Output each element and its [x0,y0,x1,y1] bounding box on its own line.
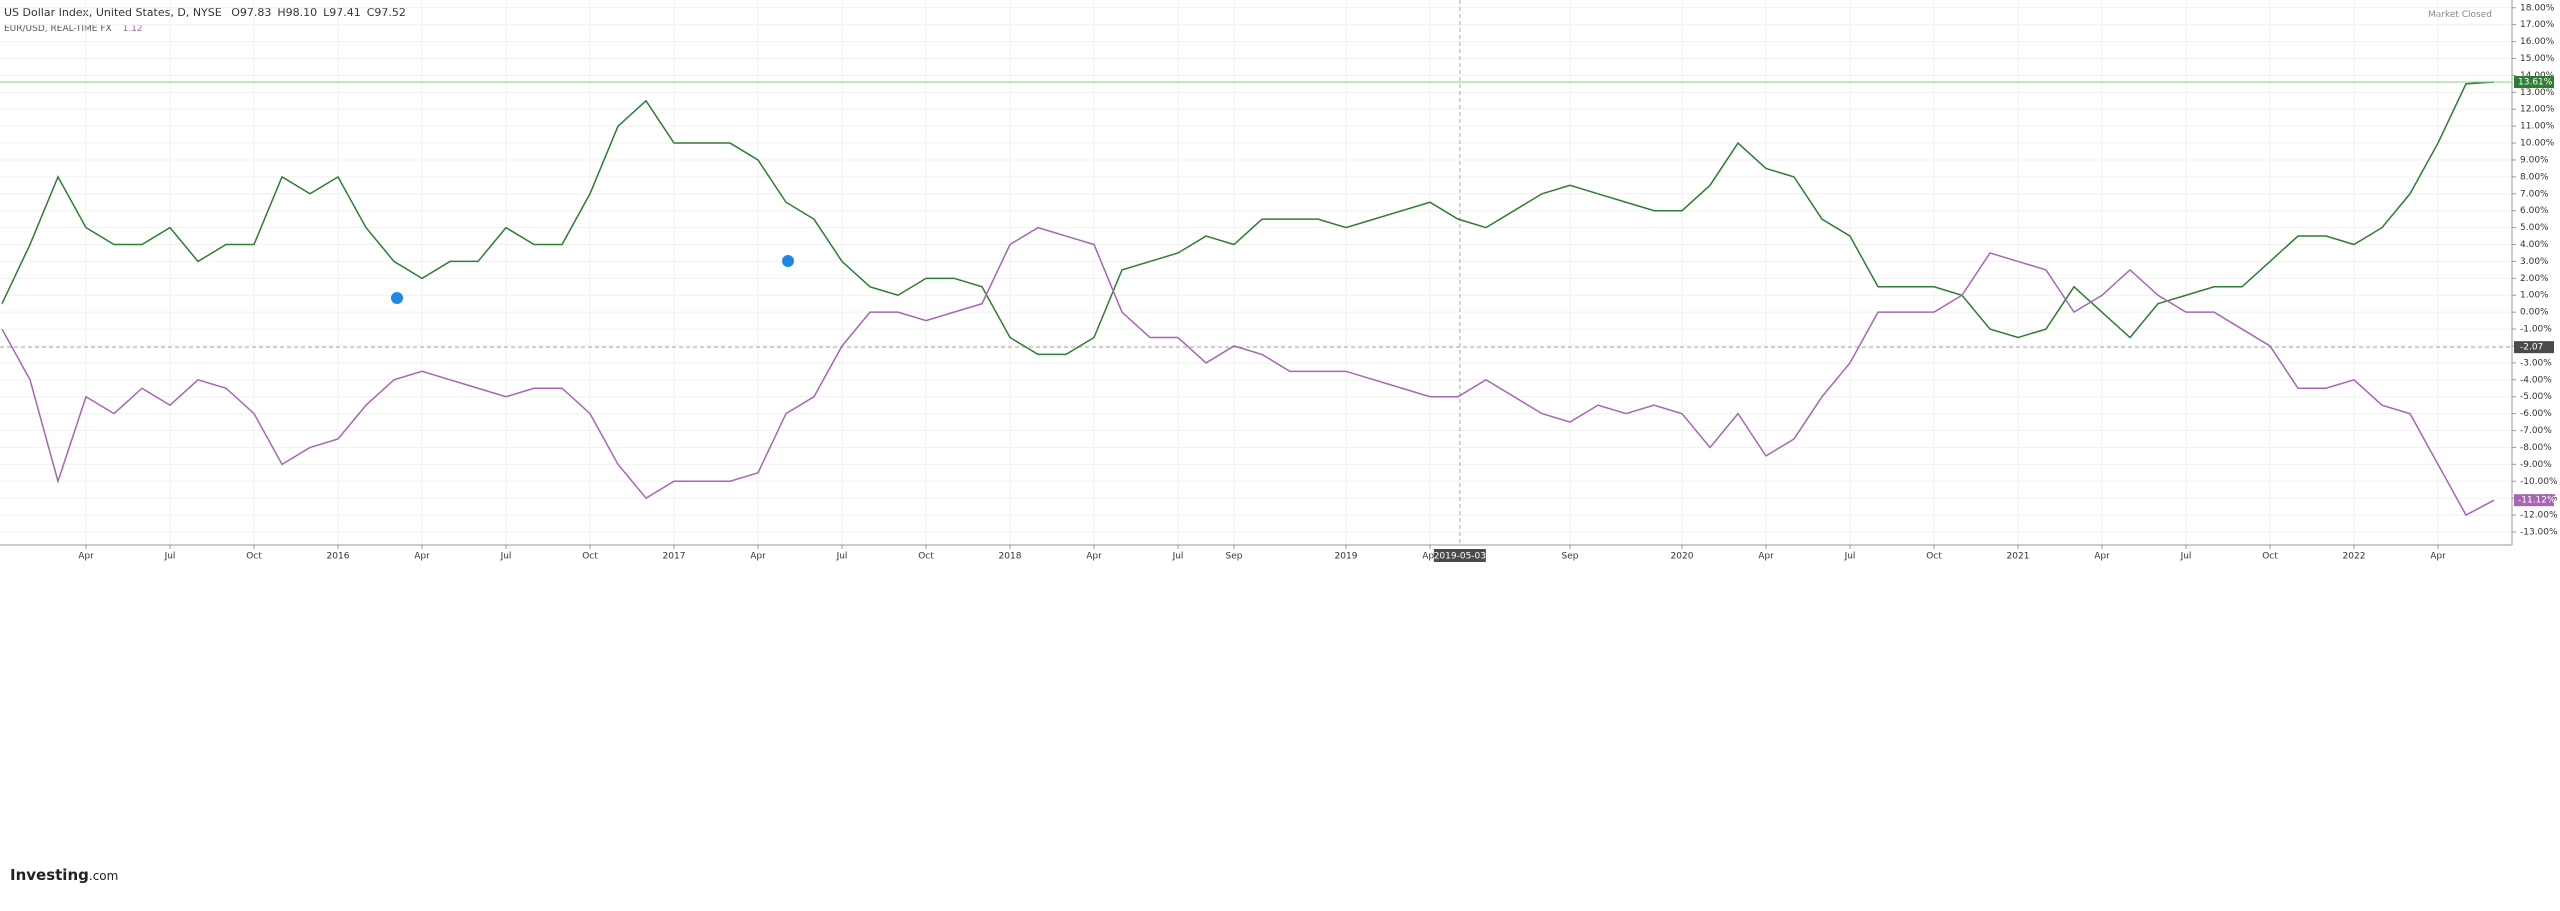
legend-entry: EUR/USD, REAL-TIME FX [4,24,112,34]
y-tick-label: 2.00% [2520,274,2549,284]
y-tick-label: 12.00% [2520,105,2555,115]
y-tick-label: -13.00% [2520,527,2558,537]
x-tick-label: Apr [2430,552,2446,562]
y-tick-label: -8.00% [2520,443,2552,453]
y-tick-label: -6.00% [2520,409,2552,419]
x-tick-label: Jul [1172,552,1184,562]
x-tick-label: Jul [836,552,848,562]
series-line [1,226,2495,517]
x-tick-label: 2020 [1671,552,1694,562]
y-tick-label: 9.00% [2520,155,2549,165]
last-value-label: -11.12% [2518,496,2556,506]
last-value-bg [2514,494,2554,507]
legend: US Dollar Index, United States, D, NYSE … [4,6,412,19]
event-flag[interactable] [782,255,794,267]
x-tick-label: Oct [918,552,934,562]
y-tick-label: 15.00% [2520,54,2555,64]
x-tick-label: 2019 [1335,552,1358,562]
y-tick-label: 16.00% [2520,37,2555,47]
y-tick-label: -10.00% [2520,477,2558,487]
y-tick-label: 10.00% [2520,139,2555,149]
logo-suffix: .com [88,869,119,883]
logo: Investing.com [10,866,118,884]
x-tick-label: 2018 [999,552,1022,562]
y-tick-label: -5.00% [2520,392,2552,402]
x-tick-label: Apr [78,552,94,562]
ohlc: H98.10 [277,6,318,19]
x-tick-label: Oct [582,552,598,562]
x-tick-label: Sep [1562,552,1579,562]
x-tick-label: 2021 [2007,552,2030,562]
compare-value: 1.12 [122,24,143,34]
y-tick-label: 5.00% [2520,223,2549,233]
crosshair-y-label: -2.07 [2520,343,2543,353]
crosshair-x-label: 2019-05-03 [1434,552,1486,562]
ohlc: L97.41 [323,6,361,19]
x-tick-label: Jul [2180,552,2192,562]
x-tick-label: Apr [750,552,766,562]
x-tick-label: Apr [2094,552,2110,562]
crosshair-y-label-bg [2514,341,2554,354]
y-tick-label: -1.00% [2520,325,2552,335]
x-tick-label: Oct [1926,552,1942,562]
x-tick-label: Jul [164,552,176,562]
y-tick-label: 14.00% [2520,71,2555,81]
ohlc: C97.52 [366,6,406,19]
x-tick-label: 2017 [663,552,686,562]
y-tick-label: -3.00% [2520,358,2552,368]
event-flag[interactable] [391,292,403,304]
x-tick-label: 2016 [327,552,350,562]
x-tick-label: Apr [414,552,430,562]
y-tick-label: 3.00% [2520,257,2549,267]
y-tick-label: 1.00% [2520,291,2549,301]
y-tick-label: -7.00% [2520,426,2552,436]
y-tick-label: 0.00% [2520,308,2549,318]
ohlc: O97.83 [231,6,272,19]
legend-entry: US Dollar Index, United States, D, NYSE [4,6,222,19]
y-tick-label: -9.00% [2520,460,2552,470]
series-line [1,81,2495,356]
y-tick-label: 7.00% [2520,189,2549,199]
y-tick-label: 11.00% [2520,122,2555,132]
x-tick-label: Sep [1226,552,1243,562]
market-status: Market Closed [2427,10,2492,20]
y-tick-label: 4.00% [2520,240,2549,250]
x-tick-label: Oct [246,552,262,562]
x-tick-label: Jul [1844,552,1856,562]
grid [0,0,2512,545]
y-tick-label: 17.00% [2520,20,2555,30]
x-tick-label: Apr [1086,552,1102,562]
x-tick-label: 2022 [2343,552,2366,562]
y-tick-label: -4.00% [2520,375,2552,385]
last-value-bg [2514,76,2554,89]
logo-brand: Investing [10,866,89,884]
x-tick-label: Apr [1422,552,1438,562]
y-tick-label: 6.00% [2520,206,2549,216]
legend: EUR/USD, REAL-TIME FX 1.12 [4,24,143,34]
y-tick-label: 13.00% [2520,88,2555,98]
y-tick-label: 8.00% [2520,172,2549,182]
y-tick-label: 18.00% [2520,3,2555,13]
x-tick-label: Oct [2262,552,2278,562]
crosshair-x-label-bg [1433,549,1486,562]
y-tick-label: -12.00% [2520,511,2558,521]
x-tick-label: Apr [1758,552,1774,562]
last-value-label: 13.61% [2518,78,2553,88]
x-tick-label: Jul [500,552,512,562]
